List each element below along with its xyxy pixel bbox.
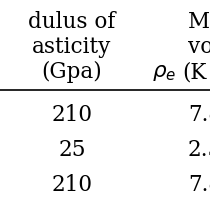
Text: dulus of: dulus of <box>28 11 116 33</box>
Text: 7.8: 7.8 <box>188 174 210 196</box>
Text: 7.8: 7.8 <box>188 104 210 126</box>
Text: (Gpa): (Gpa) <box>42 61 102 83</box>
Text: vo: vo <box>188 36 210 58</box>
Text: 210: 210 <box>51 174 92 196</box>
Text: 210: 210 <box>51 104 92 126</box>
Text: 2.5: 2.5 <box>188 139 210 161</box>
Text: (K: (K <box>182 61 206 83</box>
Text: $\rho_e$: $\rho_e$ <box>152 61 176 83</box>
Text: Mass: Mass <box>188 11 210 33</box>
Text: 25: 25 <box>58 139 86 161</box>
Text: asticity: asticity <box>32 36 112 58</box>
